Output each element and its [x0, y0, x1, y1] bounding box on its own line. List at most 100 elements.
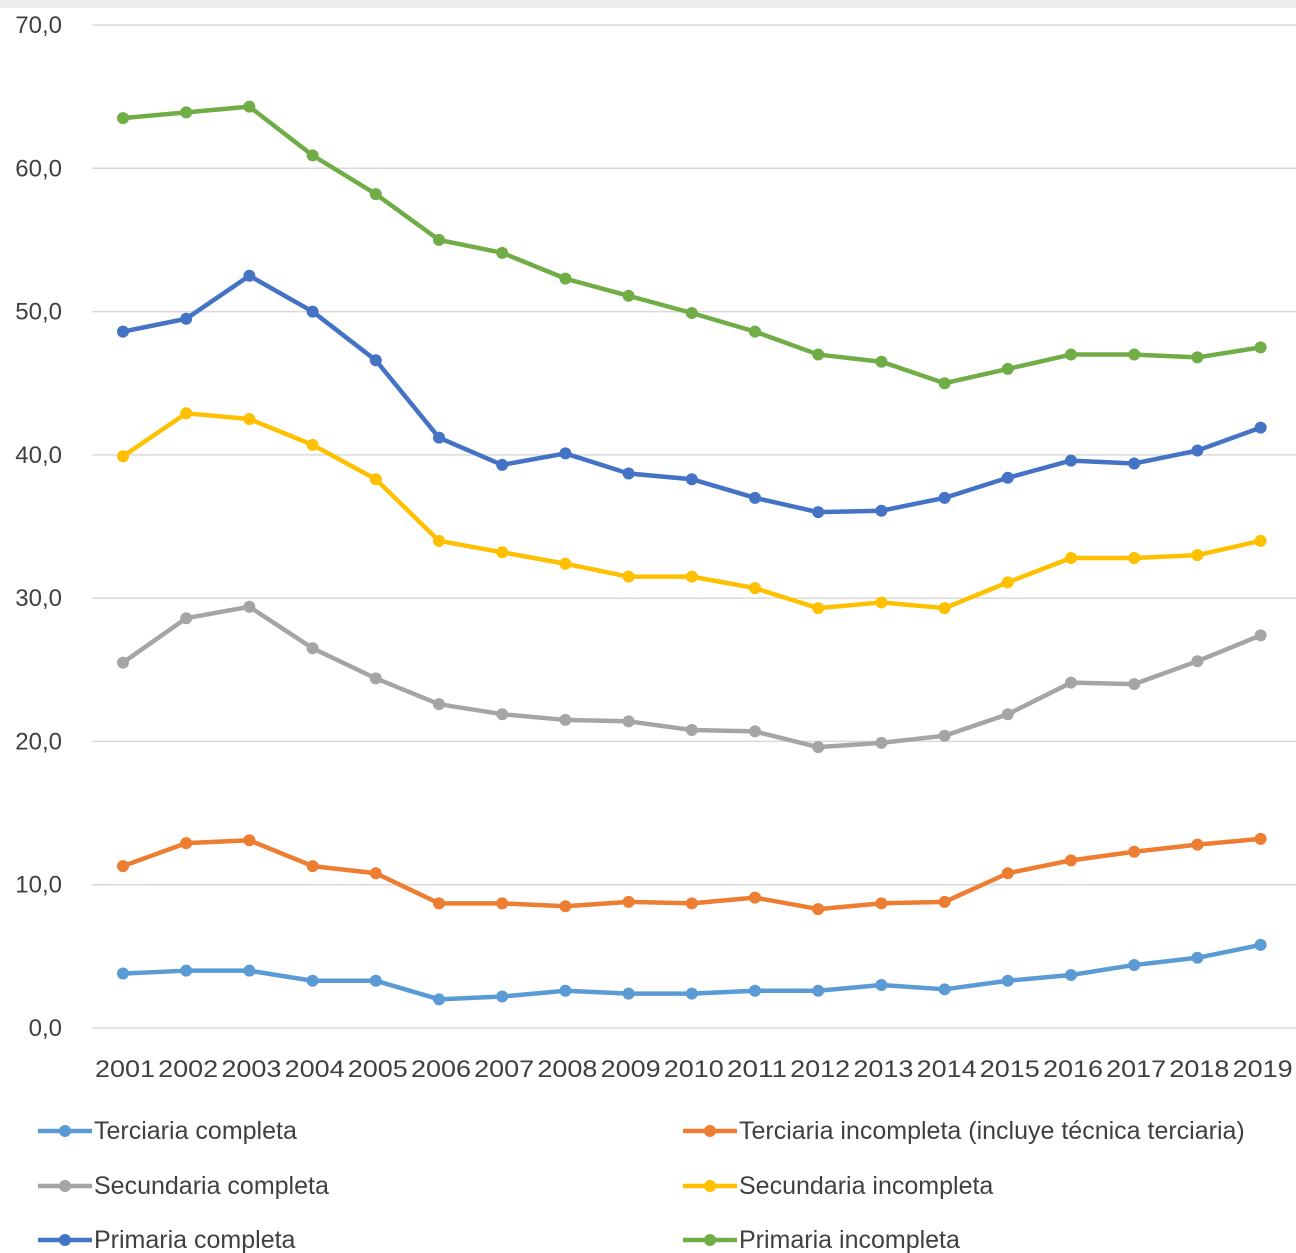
data-point [1191, 351, 1204, 364]
legend-label: Primaria completa [94, 1226, 296, 1253]
y-tick-label: 40,0 [15, 442, 62, 469]
data-point [812, 602, 825, 615]
x-tick-label: 2010 [664, 1056, 724, 1083]
data-point [685, 897, 698, 910]
data-point [622, 715, 635, 728]
data-point [1001, 974, 1014, 987]
data-point [117, 325, 129, 338]
data-point [749, 984, 761, 997]
data-point [749, 582, 761, 595]
data-point [1001, 362, 1014, 375]
x-tick-label: 2001 [95, 1056, 155, 1083]
series-5 [117, 269, 1267, 519]
data-point [685, 987, 698, 1000]
y-tick-label: 70,0 [15, 12, 62, 39]
data-point [306, 438, 319, 451]
data-point [433, 534, 445, 547]
data-point [1001, 867, 1014, 880]
legend-item: Primaria completa [38, 1226, 296, 1253]
data-point [1191, 838, 1204, 851]
data-point [117, 860, 129, 873]
data-point [1191, 951, 1204, 964]
x-axis-ticks: 2001 2002 2003 2004 2005 2006 2007 2008 2009 2010… [95, 1056, 1293, 1083]
y-axis-ticks: 0,0 10,0 20,0 30,0 40,0 50,0 60,0 70,0 [15, 12, 62, 1042]
data-point [938, 491, 951, 504]
data-point [433, 993, 445, 1006]
data-point [685, 723, 698, 736]
data-point [559, 900, 572, 913]
y-tick-label: 10,0 [15, 872, 62, 899]
x-tick-label: 2017 [1106, 1056, 1166, 1083]
data-point [496, 990, 509, 1003]
x-tick-label: 2012 [790, 1056, 850, 1083]
y-tick-label: 50,0 [15, 299, 62, 326]
series-6 [117, 100, 1267, 390]
data-point [1254, 629, 1267, 642]
x-tick-label: 2003 [221, 1056, 281, 1083]
x-tick-label: 2002 [158, 1056, 218, 1083]
gridlines [92, 24, 1296, 1029]
data-point [117, 967, 129, 980]
data-point [875, 596, 888, 609]
y-tick-label: 30,0 [15, 585, 62, 612]
data-point [1191, 549, 1204, 562]
data-point [117, 112, 129, 125]
legend-item: Terciaria incompleta (incluye técnica te… [683, 1117, 1245, 1145]
data-point [1128, 958, 1141, 971]
data-point [622, 570, 635, 583]
data-point [180, 612, 193, 625]
legend-item: Secundaria completa [38, 1172, 329, 1200]
legend-swatch-marker [704, 1180, 716, 1192]
x-tick-label: 2005 [348, 1056, 408, 1083]
data-point [243, 100, 256, 113]
data-point [938, 895, 951, 908]
legend-swatch-marker [59, 1125, 71, 1137]
data-point [622, 289, 635, 302]
series-1 [117, 938, 1267, 1006]
data-point [622, 987, 635, 1000]
series-lines [117, 100, 1267, 1006]
data-point [1128, 552, 1141, 565]
legend-item: Terciaria completa [38, 1117, 297, 1145]
data-point [496, 458, 509, 471]
data-point [938, 729, 951, 742]
x-tick-label: 2006 [411, 1056, 471, 1083]
data-point [749, 891, 761, 904]
data-point [812, 741, 825, 754]
data-point [369, 473, 382, 486]
data-point [369, 188, 382, 201]
data-point [496, 546, 509, 559]
data-point [369, 867, 382, 880]
data-point [369, 354, 382, 367]
data-point [433, 233, 445, 246]
y-tick-label: 0,0 [29, 1015, 62, 1042]
legend-label: Terciaria incompleta (incluye técnica te… [739, 1117, 1245, 1145]
x-tick-label: 2014 [917, 1056, 977, 1083]
series-2 [117, 832, 1267, 916]
legend-label: Secundaria completa [94, 1172, 329, 1200]
data-point [433, 897, 445, 910]
data-point [1254, 938, 1267, 951]
y-tick-label: 60,0 [15, 155, 62, 182]
data-point [1128, 678, 1141, 691]
data-point [875, 355, 888, 368]
data-point [1128, 457, 1141, 470]
x-tick-label: 2015 [980, 1056, 1040, 1083]
data-point [559, 557, 572, 570]
data-point [559, 713, 572, 726]
data-point [180, 312, 193, 325]
data-point [369, 672, 382, 685]
data-point [812, 348, 825, 361]
data-point [749, 491, 761, 504]
data-point [1254, 534, 1267, 547]
x-tick-label: 2011 [727, 1056, 787, 1083]
legend-label: Terciaria completa [94, 1117, 297, 1145]
x-tick-label: 2004 [285, 1056, 345, 1083]
data-point [180, 106, 193, 119]
data-point [622, 467, 635, 480]
data-point [875, 897, 888, 910]
legend-label: Secundaria incompleta [739, 1172, 993, 1200]
data-point [1065, 676, 1077, 689]
data-point [685, 307, 698, 320]
